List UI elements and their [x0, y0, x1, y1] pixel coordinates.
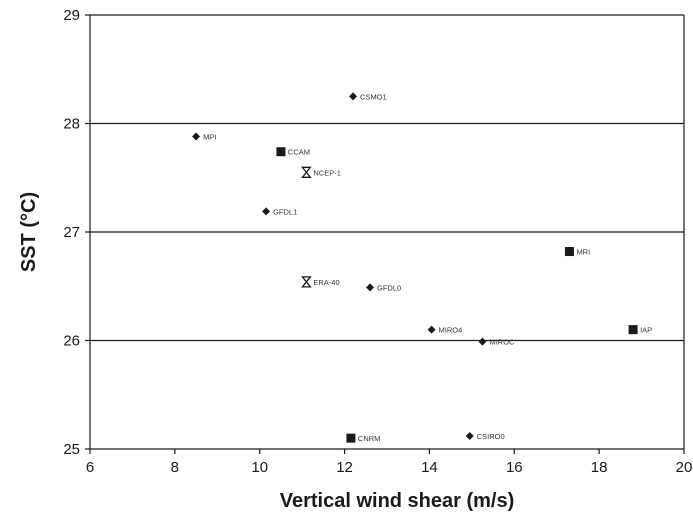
- hourglass-marker: [301, 276, 312, 288]
- x-tick-label: 18: [591, 459, 608, 476]
- y-tick-label: 26: [63, 333, 80, 350]
- data-point: CNRM: [346, 433, 381, 443]
- point-label: CSMO1: [360, 92, 387, 101]
- y-tick-label: 27: [63, 224, 80, 241]
- diamond-marker: [366, 283, 375, 292]
- data-point: MPI: [192, 132, 216, 142]
- data-point: CCAM: [276, 147, 310, 157]
- data-points: CSMO1 MPI CCAM NCEP-1 GFDL1 MRI ERA-40 GFDL0 MIR…: [192, 92, 652, 443]
- data-point: GFDL0: [366, 283, 401, 292]
- point-label: IAP: [640, 326, 652, 335]
- data-point: MIRO4: [427, 325, 463, 335]
- data-point: MRI: [564, 247, 590, 257]
- y-axis-title: SST (°C): [18, 192, 40, 272]
- point-label: CSIRO0: [477, 432, 505, 441]
- diamond-marker: [465, 431, 474, 440]
- y-tick-label: 29: [63, 7, 80, 24]
- diamond-marker: [262, 207, 271, 216]
- diamond-marker: [427, 325, 436, 334]
- axes: [85, 14, 685, 454]
- square-marker: [276, 147, 286, 157]
- diamond-marker: [478, 337, 487, 346]
- data-point: MIROC: [478, 337, 515, 347]
- data-point: IAP: [628, 325, 652, 335]
- point-label: GFDL0: [377, 283, 401, 292]
- x-axis-title: Vertical wind shear (m/s): [280, 490, 515, 512]
- y-tick-label: 28: [63, 116, 80, 133]
- point-label: MPI: [203, 133, 216, 142]
- x-tick-label: 10: [251, 459, 268, 476]
- data-point: CSMO1: [349, 92, 387, 101]
- data-point: ERA-40: [301, 276, 340, 288]
- x-tick-label: 8: [171, 459, 179, 476]
- x-tick-label: 14: [421, 459, 438, 476]
- point-label: GFDL1: [273, 207, 297, 216]
- diamond-marker: [192, 132, 201, 141]
- data-point: NCEP-1: [301, 166, 341, 178]
- square-marker: [346, 433, 356, 443]
- x-tick-label: 20: [676, 459, 693, 476]
- point-label: NCEP-1: [313, 168, 341, 177]
- point-label: CNRM: [358, 434, 381, 443]
- x-tick-label: 16: [506, 459, 523, 476]
- point-label: ERA-40: [313, 278, 339, 287]
- point-label: MIROC: [489, 338, 515, 347]
- hourglass-marker: [301, 166, 312, 178]
- gridlines: [90, 14, 684, 342]
- x-tick-label: 12: [336, 459, 353, 476]
- diamond-marker: [349, 92, 358, 101]
- square-marker: [564, 247, 574, 257]
- data-point: CSIRO0: [465, 431, 505, 441]
- point-label: CCAM: [288, 148, 310, 157]
- point-label: MRI: [576, 248, 590, 257]
- data-point: GFDL1: [262, 207, 297, 216]
- y-tick-label: 25: [63, 441, 80, 458]
- square-marker: [628, 325, 638, 335]
- point-label: MIRO4: [439, 326, 463, 335]
- tick-labels: 25 26 27 28 29 6 8 10 12 14 16 18 20: [63, 7, 692, 476]
- x-tick-label: 6: [86, 459, 94, 476]
